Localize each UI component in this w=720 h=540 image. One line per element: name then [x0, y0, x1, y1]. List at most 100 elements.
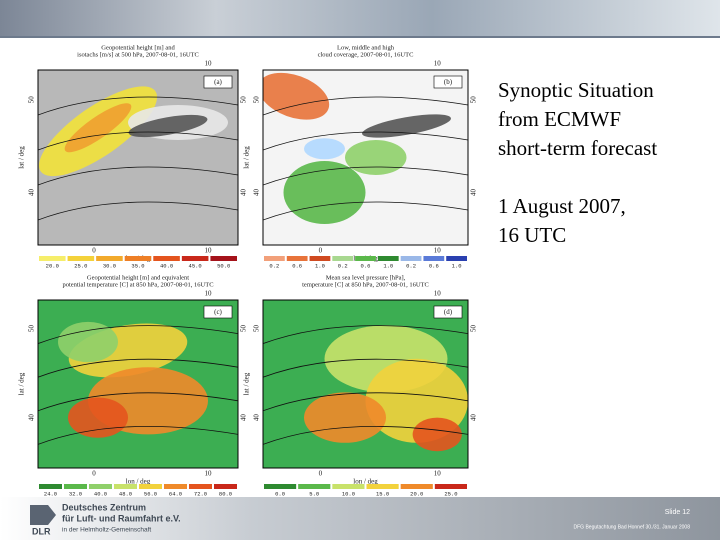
colorbar-label: 56.0 — [144, 490, 157, 497]
colorbar-label: 0.6 — [292, 262, 302, 269]
panel-title: Geopotential height [m] and equivalent — [87, 274, 189, 281]
contour — [263, 201, 468, 221]
colorbar-label: 5.0 — [309, 490, 319, 497]
colorbar-label: 48.0 — [119, 490, 132, 497]
org-line: Deutsches Zentrum — [62, 502, 146, 512]
colorbar-swatch — [355, 256, 376, 261]
slide-title: short-term forecast — [498, 136, 657, 160]
y-tick-label-right: 50 — [240, 96, 248, 104]
contour — [38, 325, 238, 344]
map-image — [38, 70, 238, 245]
colorbar-label: 15.0 — [376, 490, 389, 497]
x-tick-label-top: 10 — [205, 290, 213, 298]
contour — [263, 131, 468, 151]
colorbar-swatch — [332, 256, 354, 261]
colorbar-swatch — [89, 484, 112, 489]
map-field — [263, 72, 330, 120]
colorbar-swatch — [400, 484, 433, 489]
logo-mark — [30, 505, 56, 525]
colorbar-label: 0.2 — [338, 262, 348, 269]
y-tick-label: 50 — [28, 96, 36, 104]
map-field — [68, 397, 128, 438]
panel-label: (c) — [214, 308, 222, 316]
contour — [263, 325, 468, 344]
colorbar-swatch — [434, 484, 467, 489]
map-field — [412, 417, 462, 452]
header-rule — [0, 36, 720, 38]
x-tick-label: 0 — [92, 470, 96, 478]
colorbar-label: 80.0 — [219, 490, 232, 497]
y-tick-label: 50 — [253, 325, 261, 333]
map-field — [304, 138, 345, 160]
colorbar-swatch — [332, 484, 365, 489]
x-tick-label-top: 10 — [205, 60, 213, 68]
colorbar-swatch — [210, 256, 237, 261]
panel-title: potential temperature [C] at 850 hPa, 20… — [62, 281, 213, 288]
colorbar-label: 20.0 — [410, 490, 423, 497]
colorbar-label: 32.0 — [69, 490, 82, 497]
contour — [263, 166, 468, 186]
x-tick-label: 0 — [319, 247, 323, 255]
colorbar-label: 25.0 — [444, 490, 457, 497]
colorbar-swatch — [264, 256, 285, 261]
colorbar-label: 64.0 — [169, 490, 182, 497]
colorbar-label: 0.6 — [429, 262, 439, 269]
y-axis-label: lat / deg — [18, 146, 26, 169]
colorbar-label: 35.0 — [131, 262, 144, 269]
y-tick-label-right: 50 — [470, 96, 478, 104]
colorbar-swatch — [39, 256, 66, 261]
footer-band — [0, 497, 720, 540]
header-banner — [0, 0, 720, 36]
panel-title: Geopotential height [m] and — [101, 44, 175, 51]
colorbar-swatch — [114, 484, 137, 489]
contour — [263, 392, 468, 412]
map-field — [345, 140, 407, 175]
x-tick-label: 0 — [319, 470, 323, 478]
x-axis-label: lon / deg — [126, 478, 151, 486]
map-image — [263, 300, 468, 468]
colorbar-label: 45.0 — [189, 262, 202, 269]
colorbar-label: 1.0 — [315, 262, 325, 269]
slide-date: 1 August 2007, — [498, 194, 626, 218]
y-axis-label: lat / deg — [243, 146, 251, 169]
colorbar-swatch — [139, 484, 162, 489]
map-image — [38, 300, 238, 468]
map-image — [263, 70, 468, 245]
panel-title: temperature [C] at 850 hPa, 2007-08-01, … — [302, 281, 429, 288]
map-field — [128, 114, 208, 138]
x-tick-label: 10 — [434, 470, 442, 478]
x-tick-label-top: 10 — [434, 290, 442, 298]
x-tick-label: 10 — [205, 470, 213, 478]
colorbar-swatch — [446, 256, 467, 261]
colorbar-swatch — [153, 256, 180, 261]
map-frame — [37, 69, 239, 246]
colorbar-label: 0.0 — [275, 490, 285, 497]
colorbar-label: 40.0 — [160, 262, 173, 269]
colorbar-label: 24.0 — [44, 490, 57, 497]
colorbar-swatch — [67, 256, 95, 261]
colorbar-swatch — [164, 484, 187, 489]
colorbar-label: 72.0 — [194, 490, 207, 497]
y-tick-label: 50 — [253, 96, 261, 104]
colorbar-label: 25.0 — [74, 262, 87, 269]
colorbar-label: 50.0 — [217, 262, 230, 269]
panel-title: Low, middle and high — [337, 44, 395, 51]
panel-label-box — [433, 305, 463, 319]
map-field — [304, 392, 386, 443]
footer-note: DFG Begutachtung Bad Honnef 30./31. Janu… — [574, 524, 691, 530]
colorbar-label: 10.0 — [342, 490, 355, 497]
panel-label-box — [203, 75, 233, 89]
colorbar-swatch — [366, 484, 399, 489]
map-frame — [37, 299, 239, 469]
colorbar-swatch — [264, 484, 297, 489]
colorbar-label: 1.0 — [383, 262, 393, 269]
contour — [38, 358, 238, 378]
contour — [38, 392, 238, 412]
y-tick-label-right: 50 — [470, 325, 478, 333]
slide-title: from ECMWF — [498, 107, 621, 131]
y-tick-label-right: 40 — [470, 414, 478, 422]
colorbar-swatch — [39, 484, 62, 489]
colorbar-swatch — [423, 256, 445, 261]
